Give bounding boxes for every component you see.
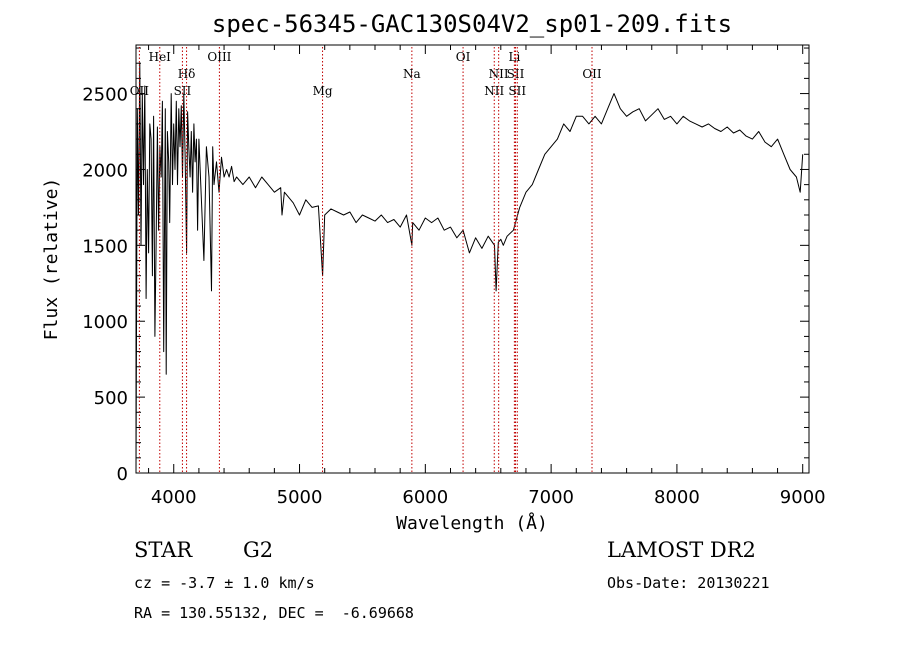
spectral-line-label: Na (403, 67, 421, 81)
spectral-line-label: SII (508, 84, 526, 98)
x-axis-label: Wavelength (Å) (396, 512, 548, 534)
spectral-line-label: NII (489, 67, 509, 81)
x-tick-label: 4000 (151, 487, 197, 508)
plot-frame (135, 44, 810, 474)
spectral-line-label: SII (507, 67, 525, 81)
y-tick-label: 500 (94, 388, 128, 409)
y-tick-label: 2000 (82, 160, 128, 181)
spectral-line-label: OII (130, 84, 150, 98)
object-subclass: G2 (243, 538, 274, 562)
spectral-line-label: NII (484, 84, 504, 98)
axis-ticks: 4000 5000 6000 7000 8000 9000 0 500 1000 1500 2000… (82, 45, 826, 508)
survey-name: LAMOST DR2 (607, 538, 756, 562)
spectral-line-label: SII (174, 84, 192, 98)
y-axis-label: Flux (relative) (41, 178, 62, 341)
spectral-line-label: OI (456, 50, 471, 64)
chart-title: spec-56345-GAC130S04V2_sp01-209.fits (212, 10, 732, 38)
plot-area (135, 62, 804, 474)
y-tick-label: 0 (117, 464, 128, 485)
spectral-line-label: OII (582, 67, 602, 81)
x-tick-label: 9000 (780, 487, 826, 508)
redshift-cz: cz = -3.7 ± 1.0 km/s (134, 574, 315, 592)
spectral-line-markers: OII HeI SII Hδ OIII Mg Na OI NII NII Li SII SII OII (130, 47, 602, 473)
spectrum-line (135, 62, 804, 474)
x-tick-label: 5000 (277, 487, 323, 508)
observation-date: Obs-Date: 20130221 (607, 574, 770, 592)
object-type: STAR (134, 538, 193, 562)
y-tick-label: 2500 (82, 85, 128, 106)
y-tick-label: 1000 (82, 312, 128, 333)
spectral-line-label: HeI (149, 50, 172, 64)
ra-dec-coordinates: RA = 130.55132, DEC = -6.69668 (134, 604, 414, 622)
x-tick-label: 7000 (528, 487, 574, 508)
spectral-line-label: Hδ (178, 67, 196, 81)
x-tick-label: 8000 (654, 487, 700, 508)
spectral-line-label: OIII (207, 50, 231, 64)
spectral-line-label: Mg (313, 84, 333, 98)
y-tick-label: 1500 (82, 236, 128, 257)
spectral-line-label: Li (508, 50, 520, 64)
x-tick-label: 6000 (402, 487, 448, 508)
